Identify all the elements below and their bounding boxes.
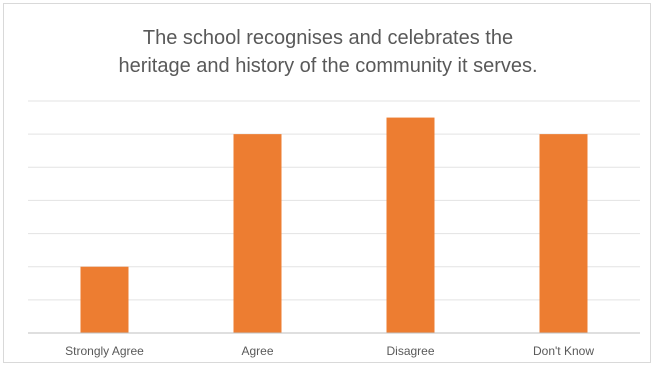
bar-agree <box>233 134 282 333</box>
x-tick-labels: Strongly Agree Agree Disagree Don't Know <box>65 344 594 358</box>
x-tick-label: Strongly Agree <box>65 344 144 358</box>
bar-strongly-agree <box>80 266 129 333</box>
bars <box>80 117 588 333</box>
chart-title: The school recognises and celebrates the… <box>0 24 656 80</box>
x-tick-label: Agree <box>241 344 273 358</box>
bar-disagree <box>386 117 435 333</box>
x-tick-label: Disagree <box>386 344 434 358</box>
gridlines <box>28 100 640 301</box>
x-tick-label: Don't Know <box>533 344 594 358</box>
chart-title-line-1: The school recognises and celebrates the <box>142 27 514 49</box>
chart-title-line-2: heritage and history of the community it… <box>118 55 538 77</box>
bar-don-t-know <box>539 134 588 333</box>
